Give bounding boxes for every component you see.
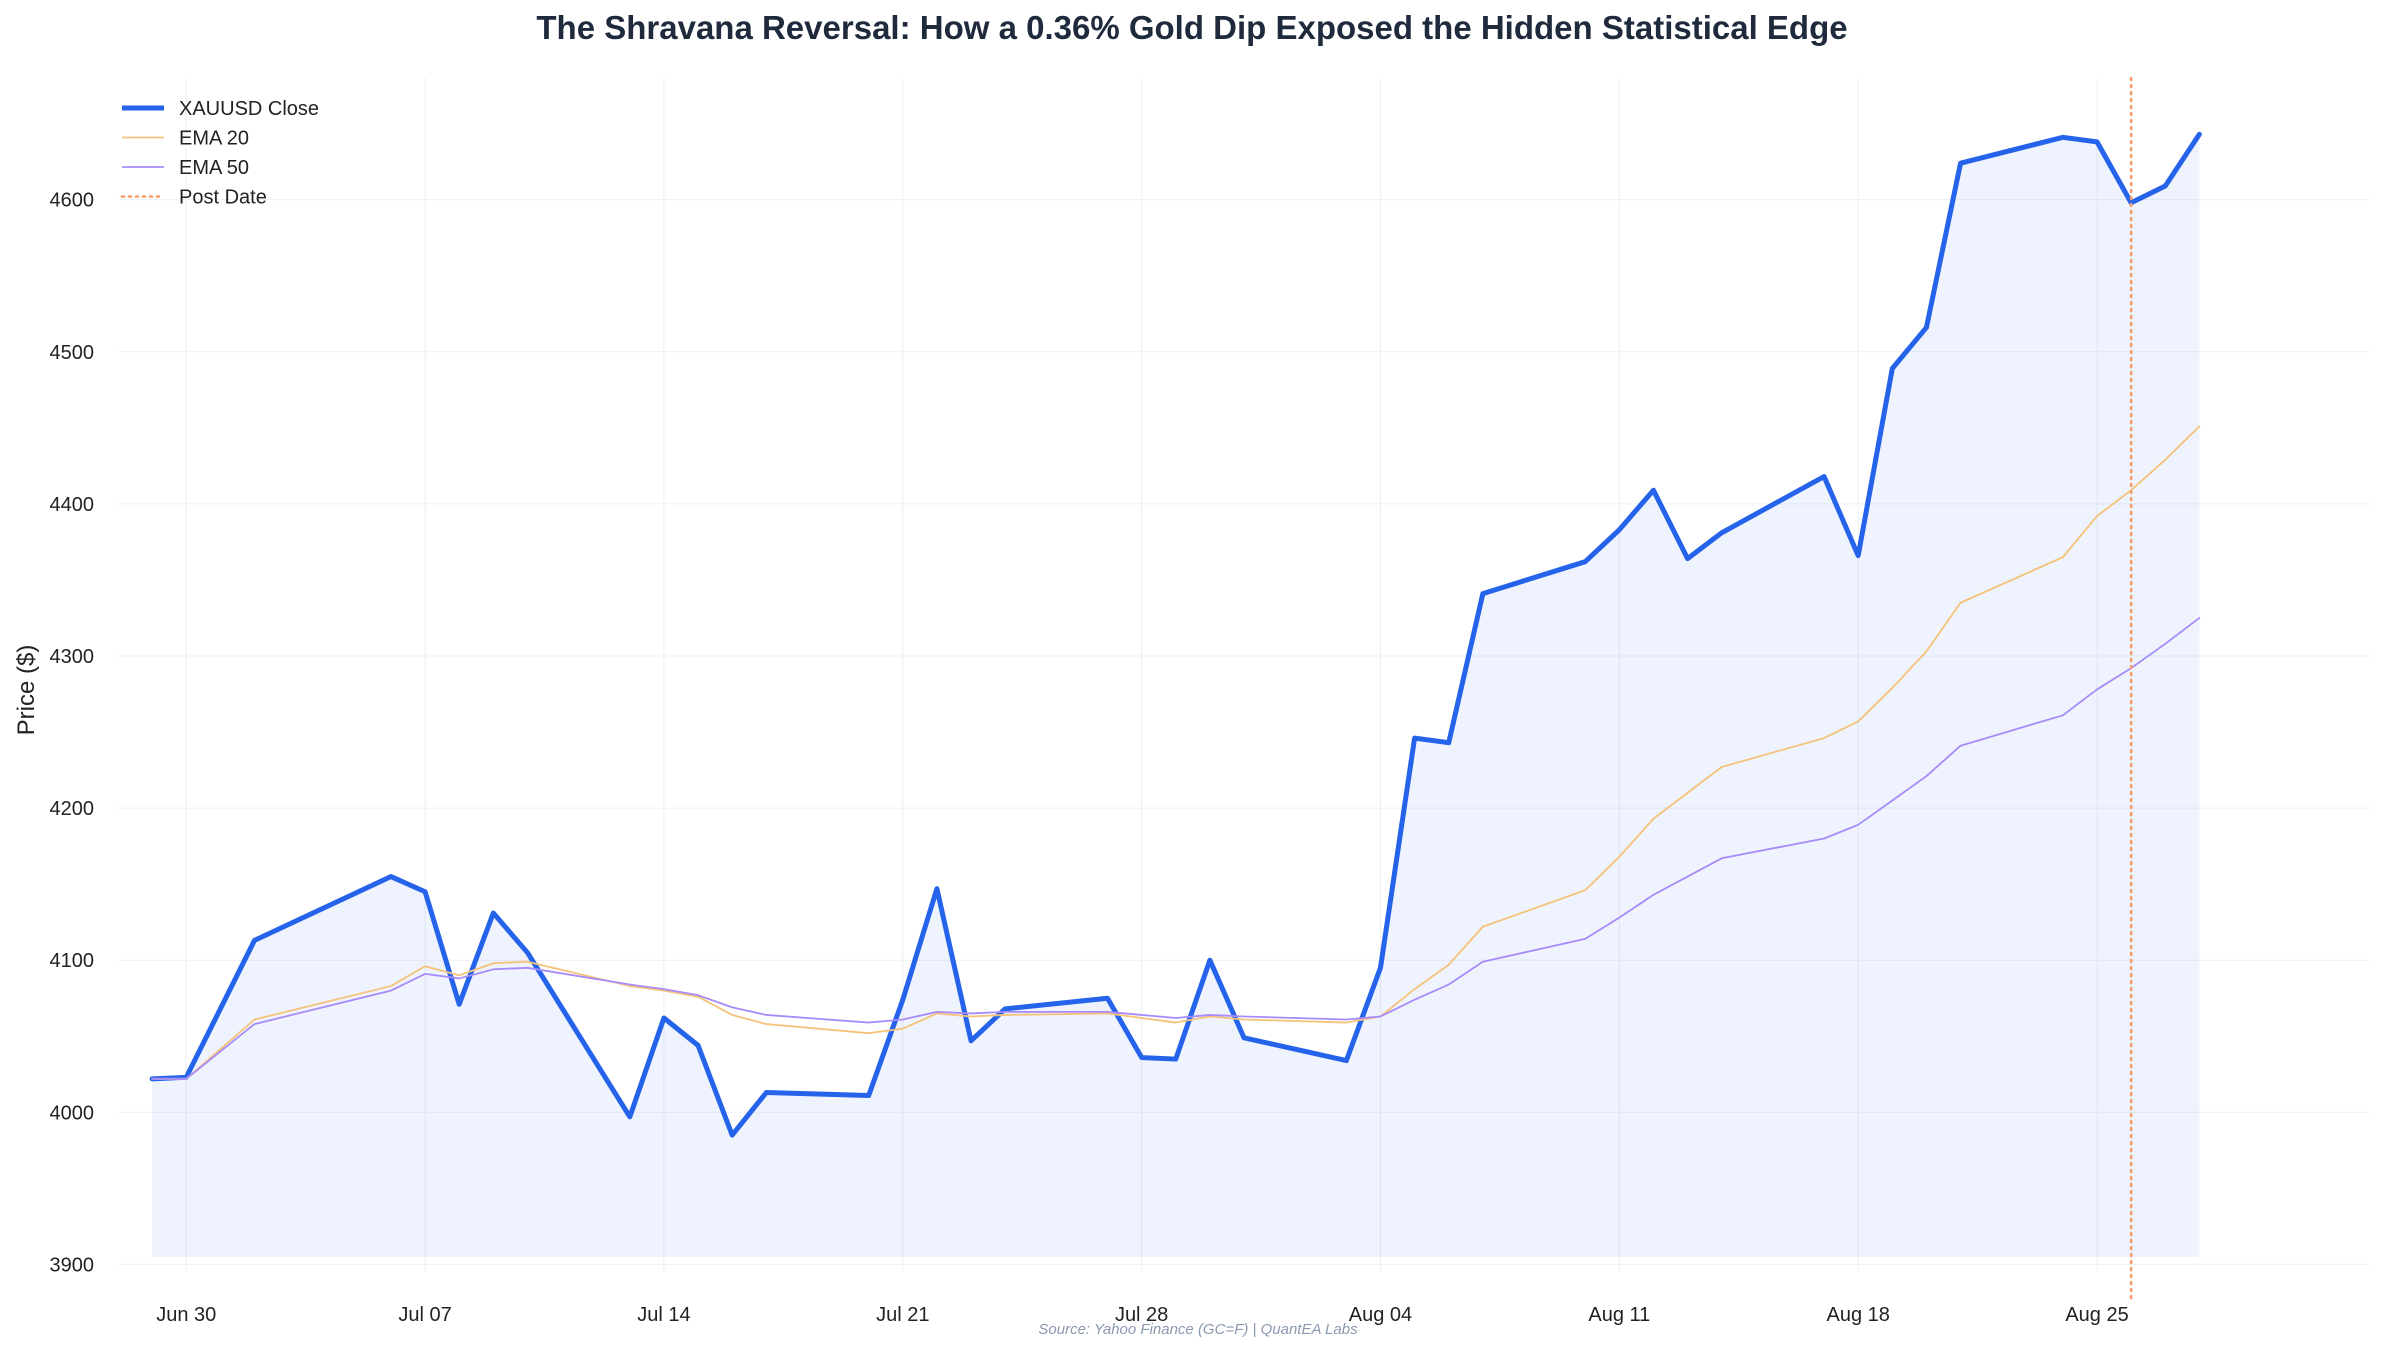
x-tick-label: Jul 14 bbox=[637, 1304, 690, 1326]
y-tick-label: 4400 bbox=[50, 494, 95, 516]
legend-item-ema-50[interactable]: EMA 50 bbox=[122, 157, 249, 179]
y-tick-label: 3900 bbox=[50, 1254, 95, 1276]
legend[interactable]: XAUUSD Close EMA 20 EMA 50 Post Date bbox=[120, 98, 319, 209]
y-tick-label: 4500 bbox=[50, 342, 95, 364]
y-axis-label: Price ($) bbox=[13, 645, 40, 736]
chart-title: The Shravana Reversal: How a 0.36% Gold … bbox=[536, 9, 1847, 46]
x-tick-label: Aug 04 bbox=[1349, 1304, 1412, 1326]
legend-item-post-date[interactable]: Post Date bbox=[120, 187, 267, 209]
y-axis-ticks: 3900 4000 4100 4200 4300 4400 4500 4600 bbox=[50, 190, 95, 1277]
source-note: Source: Yahoo Finance (GC=F) | QuantEA L… bbox=[1038, 1321, 1358, 1338]
series-group bbox=[149, 131, 2202, 1138]
grid bbox=[118, 78, 2370, 1272]
y-tick-label: 4100 bbox=[50, 950, 95, 972]
series-line-ema-50 bbox=[151, 617, 2201, 1080]
x-tick-label: Aug 25 bbox=[2065, 1304, 2128, 1326]
area-fill-group bbox=[152, 134, 2200, 1257]
series-line-ema-20 bbox=[151, 425, 2201, 1080]
x-tick-label: Jul 21 bbox=[876, 1304, 929, 1326]
x-tick-label: Jul 28 bbox=[1115, 1304, 1168, 1326]
legend-label: XAUUSD Close bbox=[179, 98, 319, 120]
legend-item-xauusd-close[interactable]: XAUUSD Close bbox=[122, 98, 319, 120]
y-tick-label: 4000 bbox=[50, 1102, 95, 1124]
legend-label: Post Date bbox=[179, 187, 267, 209]
y-tick-label: 4200 bbox=[50, 798, 95, 820]
close-area-fill bbox=[152, 134, 2200, 1257]
y-tick-label: 4600 bbox=[50, 190, 95, 212]
legend-label: EMA 20 bbox=[179, 128, 249, 150]
series-line-xauusd-close bbox=[149, 131, 2202, 1138]
x-tick-label: Aug 11 bbox=[1588, 1304, 1650, 1326]
y-tick-label: 4300 bbox=[50, 646, 95, 668]
x-tick-label: Jul 07 bbox=[398, 1304, 451, 1326]
x-tick-label: Jun 30 bbox=[156, 1304, 216, 1326]
x-tick-label: Aug 18 bbox=[1826, 1304, 1889, 1326]
legend-label: EMA 50 bbox=[179, 157, 249, 179]
legend-item-ema-20[interactable]: EMA 20 bbox=[122, 128, 249, 150]
x-axis-ticks: Jun 30 Jul 07 Jul 14 Jul 21 Jul 28 Aug 04 Aug … bbox=[156, 1304, 2129, 1326]
